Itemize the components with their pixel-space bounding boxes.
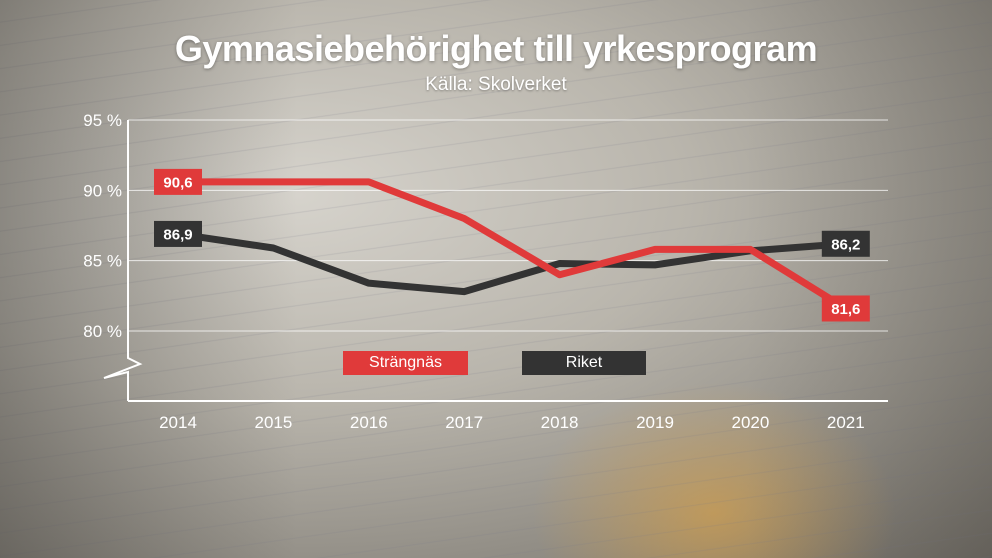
data-label-text: 90,6 [163,174,192,191]
data-label-box [821,295,870,322]
data-label-text: 86,9 [163,226,192,243]
data-label-riket: 86,2 [821,230,870,257]
y-tick-label: 85 % [83,252,122,271]
x-tick-label: 2016 [350,413,388,432]
y-tick-label: 95 % [83,111,122,130]
legend-item-riket: Riket [522,351,646,375]
series-line-riket [174,230,850,296]
data-label-box [821,230,870,257]
x-tick-label: 2019 [636,413,674,432]
x-tick-label: 2020 [731,413,769,432]
x-tick-label: 2018 [541,413,579,432]
legend-label-riket: Riket [565,354,603,371]
x-tick-label: 2014 [159,413,197,432]
chart-subtitle: Källa: Skolverket [425,74,567,95]
x-tick-label: 2021 [827,413,865,432]
chart-title: Gymnasiebehörighet till yrkesprogram [174,28,818,69]
data-label-box [154,168,202,195]
series-line-strangnas [174,178,850,312]
legend-label-strangnas: Strängnäs [369,354,442,371]
data-label-text: 86,2 [831,236,860,253]
data-label-box [154,220,202,247]
data-label-text: 81,6 [831,301,860,318]
y-tick-label: 90 % [83,181,122,200]
x-tick-label: 2017 [445,413,483,432]
data-label-strangnas: 81,6 [821,295,870,322]
x-tick-label: 2015 [254,413,292,432]
legend-item-strangnas: Strängnäs [343,351,468,375]
data-label-riket: 86,9 [154,220,202,247]
y-axis-break [103,120,143,401]
y-tick-label: 80 % [83,322,122,341]
data-label-strangnas: 90,6 [154,168,202,195]
